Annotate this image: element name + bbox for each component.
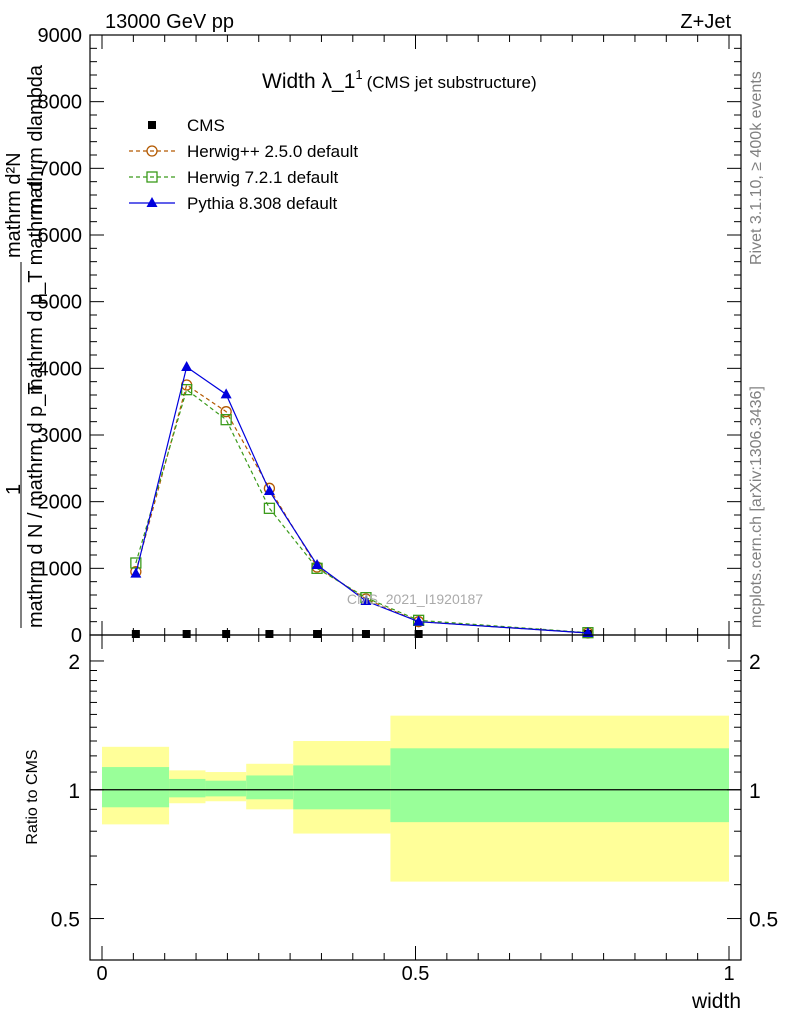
ratio-y-axis: 0.5 0.5 1 1 2 2 (51, 651, 778, 932)
y-label-denominator: mathrm d N / mathrm d p_T (25, 382, 47, 628)
plot-title: Width λ_11 (CMS jet substructure) (262, 67, 537, 93)
ratio-plot-panel: 0.5 0.51 12 2 0 0.5 1 Ratio to CMS width (24, 634, 778, 1013)
series-layer (130, 361, 594, 639)
data-point (361, 630, 370, 638)
ratio-inner-band (390, 748, 729, 823)
main-y-tick-label: 8000 (38, 92, 83, 114)
data-point (360, 595, 372, 605)
ratio-inner-band (246, 775, 294, 800)
rivet-version-label: Rivet 3.1.10, ≥ 400k events (748, 71, 765, 265)
main-x-axis-ticks (101, 35, 730, 635)
y-label-numerator-tail: mathrm dlambda (25, 64, 47, 215)
ratio-y-tick-label-right: 2 (749, 651, 761, 674)
analysis-watermark: CMS_2021_I1920187 (347, 591, 483, 607)
main-y-tick-label: 4000 (38, 358, 83, 380)
series-3 (130, 361, 594, 637)
ratio-inner-band (293, 765, 391, 810)
ratio-y-tick-label-right: 1 (749, 780, 761, 803)
data-point (414, 630, 423, 638)
ratio-y-tick-label: 2 (68, 651, 80, 674)
x-tick-label: 0 (96, 963, 107, 985)
data-point (220, 406, 232, 418)
data-point (220, 388, 232, 399)
y-label-numerator: mathrm d²N (3, 152, 25, 258)
ratio-y-tick-label: 0.5 (51, 909, 80, 932)
y-label-middle: mathrm d p_T mathrm d (25, 181, 47, 395)
main-y-tick-label: 5000 (38, 292, 83, 314)
ratio-inner-band (102, 767, 170, 808)
ratio-inner-band (205, 780, 247, 797)
data-point (220, 414, 232, 426)
data-point (313, 630, 322, 638)
data-point (131, 630, 140, 638)
data-point (130, 567, 142, 578)
mcplots-label: mcplots.cern.ch [arXiv:1306.3436] (748, 386, 765, 628)
data-point (265, 630, 274, 638)
x-tick-label: 1 (723, 963, 734, 985)
main-y-axis-label: mathrm d²N mathrm dlambda mathrm d p_T m… (3, 64, 47, 628)
ratio-y-tick-label: 1 (68, 780, 80, 803)
main-y-tick-label: 6000 (38, 225, 83, 247)
data-point (181, 361, 193, 371)
series-line (135, 388, 588, 634)
legend-item: Herwig++ 2.5.0 default (129, 142, 358, 161)
legend-marker (148, 121, 156, 129)
main-plot-panel: 0 1000 2000 3000 4000 5000 6000 7000 8000 9000 Wi… (3, 25, 742, 647)
legend-label: Pythia 8.308 default (187, 194, 338, 213)
data-point (222, 630, 231, 638)
ratio-inner-band (169, 778, 206, 798)
legend-item: Pythia 8.308 default (129, 194, 338, 213)
legend-marker (146, 171, 158, 183)
series-0 (131, 630, 592, 638)
data-point (263, 485, 275, 495)
ratio-bands (102, 715, 729, 882)
header-energy-label: 13000 GeV pp (105, 11, 234, 33)
legend-label: Herwig 7.2.1 default (187, 168, 338, 187)
x-axis-label: width (691, 990, 741, 1013)
x-tick-label: 0.5 (402, 963, 430, 985)
main-y-axis: 0 1000 2000 3000 4000 5000 6000 7000 8000 9000 (38, 25, 741, 647)
ratio-x-axis: 0 0.5 1 (96, 635, 735, 985)
data-point (413, 615, 425, 626)
legend-item: CMS (148, 116, 225, 135)
main-y-tick-label: 9000 (38, 25, 83, 47)
main-y-tick-label: 3000 (38, 425, 83, 447)
data-point (263, 502, 276, 514)
legend-label: CMS (187, 116, 225, 135)
legend-marker (146, 197, 158, 207)
legend-label: Herwig++ 2.5.0 default (187, 142, 358, 161)
main-y-tick-label: 0 (71, 625, 82, 647)
main-y-tick-label: 7000 (38, 158, 83, 180)
main-y-tick-label: 2000 (38, 492, 83, 514)
ratio-y-tick-label-right: 0.5 (749, 909, 778, 932)
data-point (182, 630, 191, 638)
header-process-label: Z+Jet (680, 11, 731, 33)
series-line (135, 366, 588, 634)
y-label-one: 1 (3, 484, 25, 495)
data-point (311, 559, 323, 569)
main-y-tick-label: 1000 (38, 558, 83, 580)
legend-item: Herwig 7.2.1 default (129, 168, 338, 187)
legend-marker (146, 145, 158, 157)
legend: CMS Herwig++ 2.5.0 default Herwig 7.2.1 de… (129, 116, 358, 213)
ratio-y-axis-label: Ratio to CMS (24, 749, 41, 844)
